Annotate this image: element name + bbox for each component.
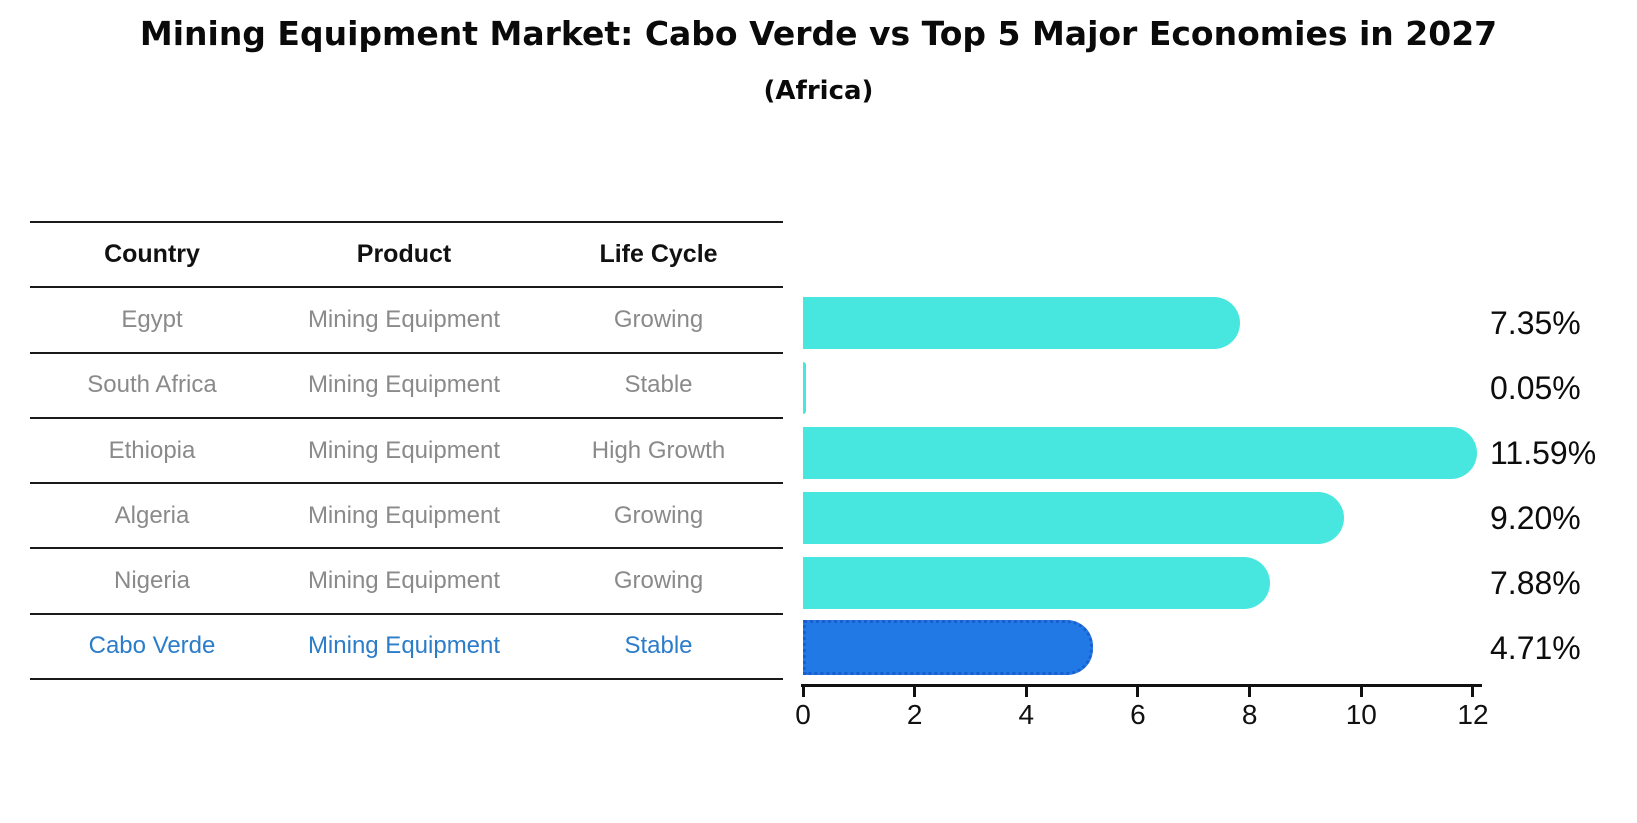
- x-axis-tick-label: 0: [795, 699, 811, 730]
- table-row: South Africa Mining Equipment Stable: [30, 351, 783, 417]
- x-axis-tick: [1359, 687, 1363, 697]
- bar-egypt: [803, 296, 1241, 349]
- table-cell-country: Ethiopia: [108, 436, 196, 464]
- table-cell-life_cycle: Stable: [624, 371, 693, 399]
- x-axis-tick: [1136, 687, 1140, 697]
- table-cell-life_cycle: Growing: [613, 501, 704, 529]
- table-cell-life_cycle: Stable: [624, 632, 693, 660]
- bar-ethiopia: [803, 426, 1478, 479]
- country-table: Country Product Life Cycle Egypt Mining Equi…: [30, 221, 783, 681]
- table-row: Cabo Verde Mining Equipment Stable: [30, 612, 783, 678]
- bar-nigeria: [803, 556, 1270, 609]
- x-axis-line: [801, 684, 1482, 687]
- table-row: Egypt Mining Equipment Growing: [30, 286, 783, 351]
- table-row: Ethiopia Mining Equipment High Growth: [30, 416, 783, 482]
- bar-algeria: [803, 491, 1344, 544]
- table-cell-product: Mining Equipment: [307, 436, 501, 464]
- x-axis-tick: [1248, 687, 1252, 697]
- table-cell-country: Cabo Verde: [88, 632, 216, 660]
- value-label: 7.35%: [1490, 304, 1581, 341]
- table-header-cell: Life Cycle: [599, 240, 718, 269]
- bar-cabo-verde: [803, 620, 1093, 675]
- x-axis-tick: [801, 687, 805, 697]
- x-axis-tick-label: 12: [1457, 699, 1489, 730]
- table-cell-country: South Africa: [87, 371, 217, 399]
- table-header-row: Country Product Life Cycle: [30, 221, 783, 286]
- x-axis-tick-label: 10: [1345, 699, 1377, 730]
- table-row: Algeria Mining Equipment Growing: [30, 482, 783, 547]
- table-cell-product: Mining Equipment: [307, 371, 501, 399]
- table-cell-country: Egypt: [121, 305, 183, 333]
- x-axis-tick-label: 6: [1130, 699, 1146, 730]
- x-axis-tick-label: 4: [1018, 699, 1035, 730]
- value-label: 4.71%: [1490, 629, 1581, 666]
- x-axis-tick: [913, 687, 917, 697]
- table-cell-life_cycle: Growing: [613, 567, 704, 595]
- value-label: 0.05%: [1490, 369, 1581, 406]
- bar-south-africa: [803, 361, 806, 414]
- table-row: Nigeria Mining Equipment Growing: [30, 547, 783, 612]
- table-cell-country: Nigeria: [113, 567, 191, 595]
- table-cell-product: Mining Equipment: [307, 501, 501, 529]
- chart-subtitle: (Africa): [763, 76, 874, 106]
- table-cell-product: Mining Equipment: [307, 567, 501, 595]
- x-axis-tick: [1024, 687, 1028, 697]
- table-cell-life_cycle: Growing: [613, 305, 704, 333]
- value-label: 9.20%: [1490, 499, 1581, 536]
- value-label: 7.88%: [1490, 564, 1581, 601]
- table-cell-product: Mining Equipment: [307, 305, 501, 333]
- table-cell-life_cycle: High Growth: [591, 436, 726, 464]
- chart-title: Mining Equipment Market: Cabo Verde vs T…: [139, 14, 1498, 53]
- table-cell-country: Algeria: [114, 501, 190, 529]
- table-cell-product: Mining Equipment: [307, 632, 501, 660]
- x-axis-tick: [1471, 687, 1475, 697]
- table-header-cell: Product: [356, 240, 452, 269]
- x-axis-tick-label: 8: [1241, 699, 1258, 730]
- x-axis-tick-label: 2: [906, 699, 923, 730]
- value-label: 11.59%: [1490, 434, 1597, 471]
- table-header-cell: Country: [104, 240, 200, 269]
